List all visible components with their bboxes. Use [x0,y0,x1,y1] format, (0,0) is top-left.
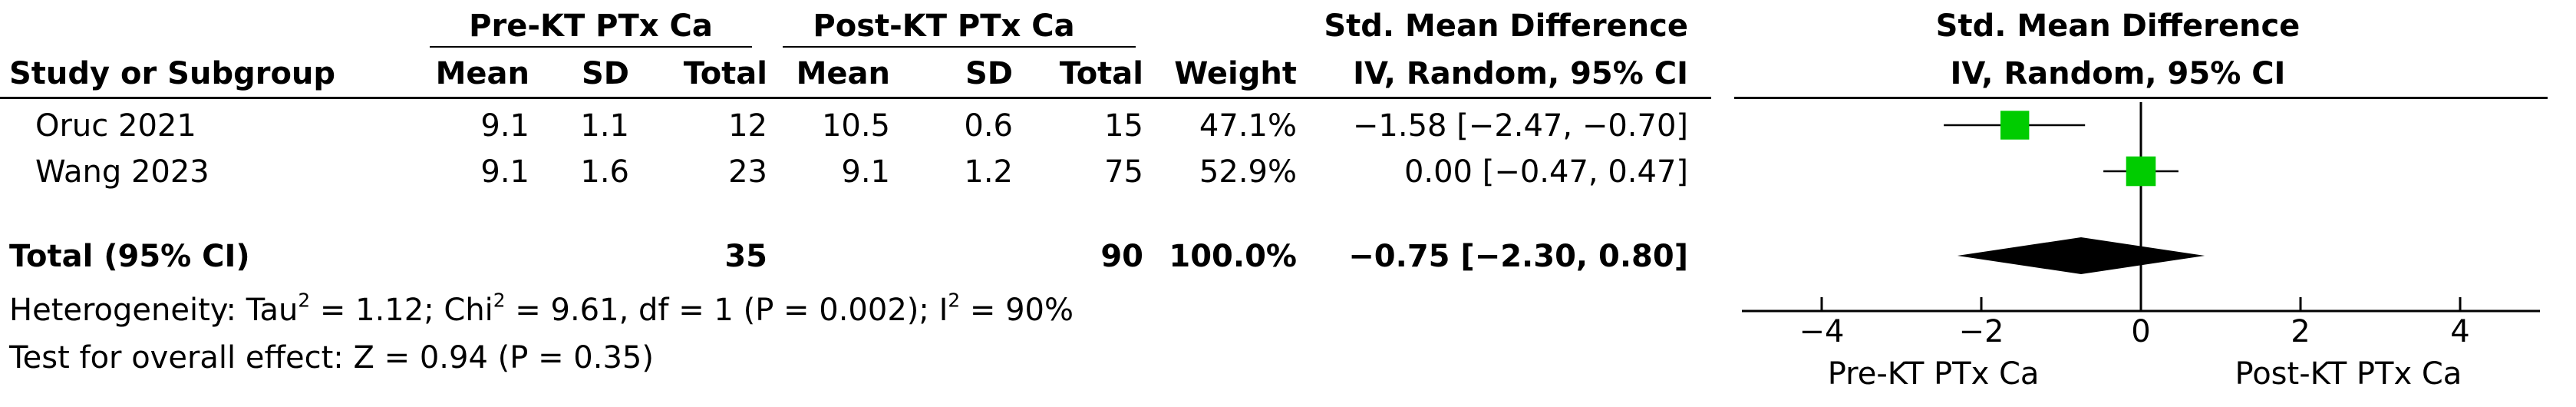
effect-marker [2000,111,2030,140]
column-header-weight: Weight [1174,56,1297,91]
plot-header-title: Std. Mean Difference [1935,8,2301,44]
weight: 52.9% [1199,154,1297,190]
post-sd: 0.6 [964,108,1013,144]
study-name: Wang 2023 [35,154,209,190]
plot-header-subtitle: IV, Random, 95% CI [1950,56,2286,91]
x-tick-label: −2 [1959,314,2004,349]
pre-total: 12 [728,108,767,144]
x-tick-label: 2 [2291,314,2310,349]
column-header-effect: IV, Random, 95% CI [1353,56,1688,91]
x-label-left: Pre-KT PTx Ca [1828,356,2040,392]
pre-mean: 9.1 [480,108,529,144]
column-header-study: Study or Subgroup [9,56,336,91]
table-header-rule [0,97,1711,99]
pre-header-underline [430,46,752,48]
total-post: 90 [1100,239,1143,274]
overall-effect-text: Test for overall effect: Z = 0.94 (P = 0… [9,340,654,376]
column-header-pre-sd: SD [581,56,629,91]
x-tick-label: 4 [2450,314,2469,349]
total-pre: 35 [724,239,767,274]
column-header-pre-total: Total [683,56,767,91]
column-header-post-sd: SD [965,56,1013,91]
total-weight: 100.0% [1169,239,1297,274]
pre-total: 23 [728,154,767,190]
weight: 47.1% [1199,108,1297,144]
effect-marker [2126,156,2156,187]
group-header-post: Post-KT PTx Ca [813,8,1075,44]
post-header-underline [783,46,1136,48]
pre-sd: 1.6 [580,154,629,190]
x-label-right: Post-KT PTx Ca [2235,356,2462,392]
post-sd: 1.2 [964,154,1013,190]
post-total: 75 [1104,154,1143,190]
column-header-post-total: Total [1059,56,1143,91]
pooled-diamond [1957,237,2205,274]
column-header-post-mean: Mean [796,56,890,91]
pre-sd: 1.1 [580,108,629,144]
group-header-effect: Std. Mean Difference [1324,8,1688,44]
effect-ci: −1.58 [−2.47, −0.70] [1352,108,1688,144]
heterogeneity-text: Heterogeneity: Tau2 = 1.12; Chi2 = 9.61,… [9,289,1074,328]
x-tick-label: −4 [1799,314,1845,349]
effect-ci: 0.00 [−0.47, 0.47] [1403,154,1688,190]
total-label: Total (95% CI) [9,239,250,274]
post-mean: 10.5 [821,108,890,144]
total-effect-ci: −0.75 [−2.30, 0.80] [1348,239,1688,274]
column-header-pre-mean: Mean [435,56,529,91]
pre-mean: 9.1 [480,154,529,190]
post-total: 15 [1104,108,1143,144]
plot-header-rule [1734,97,2548,99]
x-tick-label: 0 [2131,314,2150,349]
group-header-pre: Pre-KT PTx Ca [469,8,713,44]
post-mean: 9.1 [841,154,890,190]
study-name: Oruc 2021 [35,108,196,144]
